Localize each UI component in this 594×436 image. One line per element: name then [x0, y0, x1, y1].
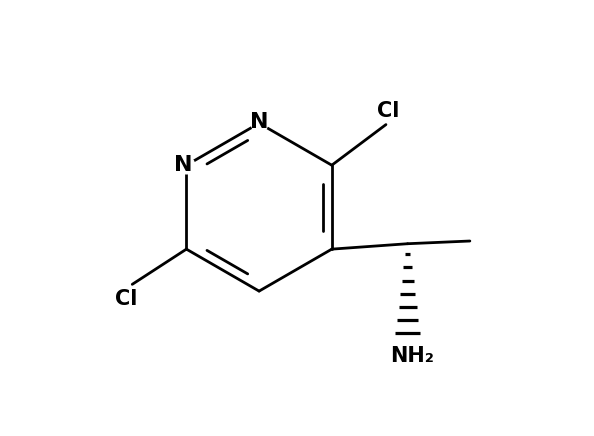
Text: N: N: [175, 155, 193, 175]
Text: NH₂: NH₂: [390, 346, 434, 366]
Text: Cl: Cl: [115, 290, 137, 310]
Text: Cl: Cl: [377, 101, 400, 121]
Text: N: N: [250, 112, 268, 132]
